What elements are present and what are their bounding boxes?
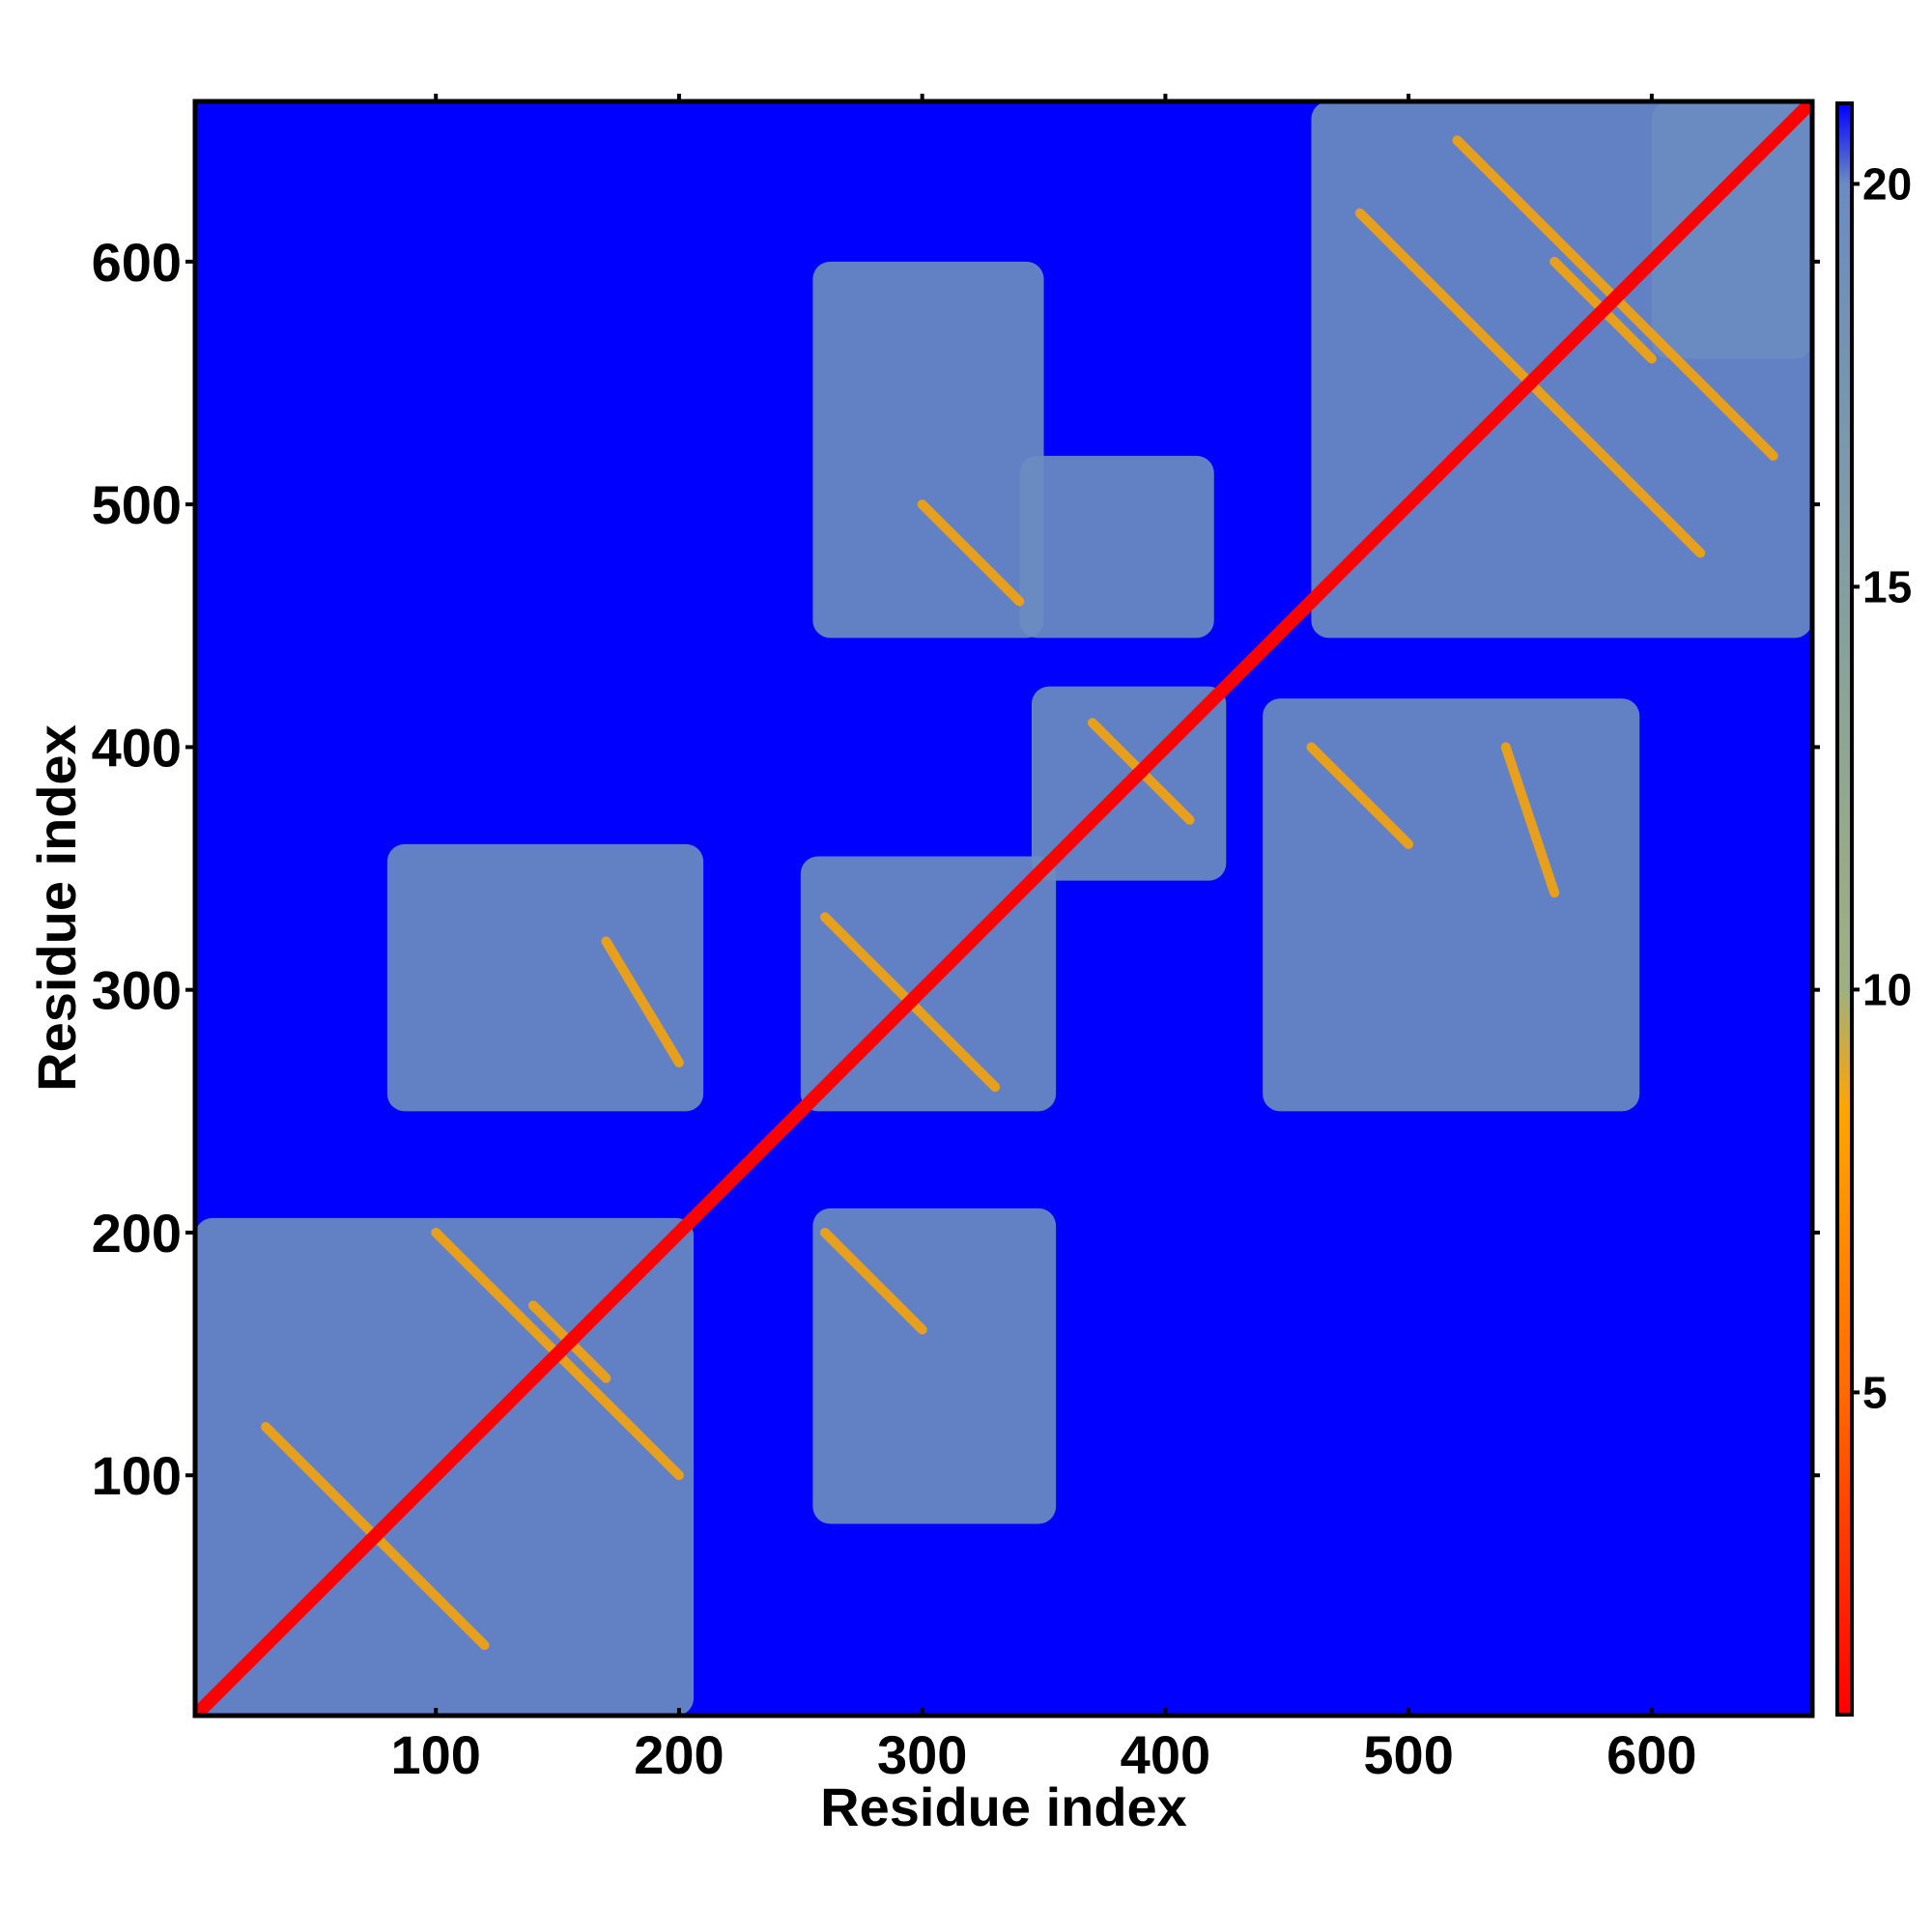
x-axis-ticks: 100 200 300 400 500 600 — [390, 94, 1697, 1785]
colorbar-tick-label: 15 — [1862, 561, 1912, 611]
y-tick-label: 400 — [92, 717, 182, 778]
colorbar-tick-label: 20 — [1862, 158, 1912, 209]
colorbar-gradient — [1837, 103, 1852, 1715]
contact-line — [1306, 742, 1414, 849]
colorbar-tick-label: 5 — [1862, 1367, 1888, 1417]
x-tick-label: 500 — [1363, 1724, 1453, 1785]
contact-line — [1500, 742, 1560, 898]
x-tick-label: 300 — [877, 1724, 967, 1785]
x-axis-title: Residue index — [820, 1776, 1187, 1837]
y-tick-label: 500 — [92, 474, 182, 535]
y-tick-label: 100 — [92, 1445, 182, 1506]
colorbar-tick-label: 10 — [1862, 964, 1912, 1014]
contact-block — [386, 843, 704, 1112]
x-tick-label: 600 — [1606, 1724, 1696, 1785]
contact-block — [1263, 698, 1640, 1112]
contact-line — [917, 499, 1025, 607]
x-tick-label: 200 — [634, 1724, 724, 1785]
y-axis-title: Residue index — [26, 724, 87, 1092]
colorbar: 5 10 15 20 — [1835, 101, 1912, 1717]
x-tick-label: 100 — [390, 1724, 480, 1785]
contact-line — [601, 936, 684, 1068]
y-tick-label: 600 — [92, 232, 182, 293]
contact-block — [1651, 101, 1812, 359]
contact-block — [812, 261, 1044, 639]
plot-frame — [192, 99, 1815, 1719]
diagonal-contact-line — [195, 101, 1812, 1716]
y-tick-label: 200 — [92, 1203, 182, 1264]
x-tick-label: 400 — [1121, 1724, 1210, 1785]
colorbar-ticks: 5 10 15 20 — [1852, 158, 1912, 1417]
y-tick-label: 300 — [92, 960, 182, 1021]
contact-block — [1019, 455, 1214, 639]
y-axis-ticks: 100 200 300 400 500 600 — [92, 232, 1820, 1506]
heatmap-plot-area — [195, 101, 1812, 1716]
colorbar-frame — [1835, 101, 1854, 1717]
contact-line — [819, 1227, 927, 1335]
